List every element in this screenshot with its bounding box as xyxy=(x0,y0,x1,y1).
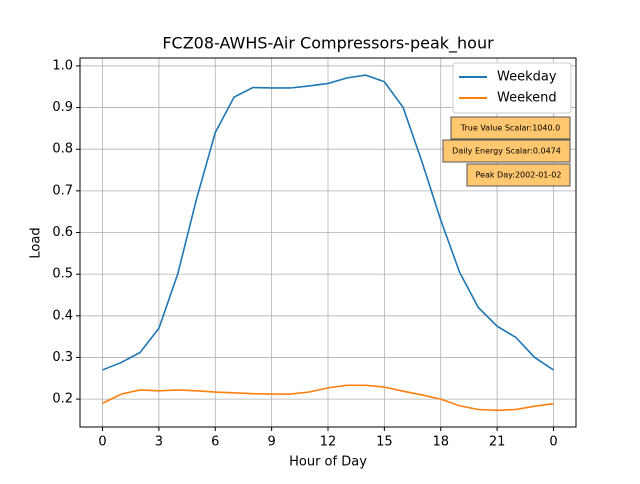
line xyxy=(102,74,554,371)
line xyxy=(102,384,554,412)
y-tick-label: 0.6 xyxy=(52,225,73,240)
legend-label: Weekday xyxy=(497,70,557,85)
annotation-box xyxy=(466,163,571,187)
y-tick-label: 0.7 xyxy=(52,183,73,198)
x-axis-label: Hour of Day xyxy=(289,455,367,470)
annotation: True Value Scalar:1040.0 xyxy=(460,124,560,133)
y-tick-label: 0.4 xyxy=(52,308,73,323)
annotation-box xyxy=(442,139,571,163)
legend-box xyxy=(452,62,572,114)
plot-frame xyxy=(79,57,577,428)
chart-title: FCZ08-AWHS-Air Compressors-peak_hour xyxy=(162,34,494,54)
annotation: Peak Day:2002-01-02 xyxy=(476,171,562,180)
x-tick-label: 12 xyxy=(320,435,337,450)
y-tick-label: 0.8 xyxy=(52,142,73,157)
x-tick-label: 18 xyxy=(432,435,449,450)
legend-label: Weekend xyxy=(497,91,557,106)
y-tick-label: 0.3 xyxy=(52,350,73,365)
x-tick-label: 3 xyxy=(155,435,163,450)
annotation: Daily Energy Scalar:0.0474 xyxy=(452,147,561,156)
annotation-box xyxy=(450,116,571,140)
x-tick-label: 15 xyxy=(376,435,393,450)
x-tick-label: 0 xyxy=(549,435,557,450)
x-tick-label: 6 xyxy=(211,435,219,450)
x-tick-label: 0 xyxy=(98,435,106,450)
y-axis-label: Load xyxy=(29,227,44,258)
y-tick-label: 0.5 xyxy=(52,267,73,282)
y-tick-label: 1.0 xyxy=(52,58,73,73)
y-tick-label: 0.2 xyxy=(52,392,73,407)
x-tick-label: 21 xyxy=(489,435,506,450)
y-tick-label: 0.9 xyxy=(52,100,73,115)
x-tick-label: 9 xyxy=(267,435,275,450)
